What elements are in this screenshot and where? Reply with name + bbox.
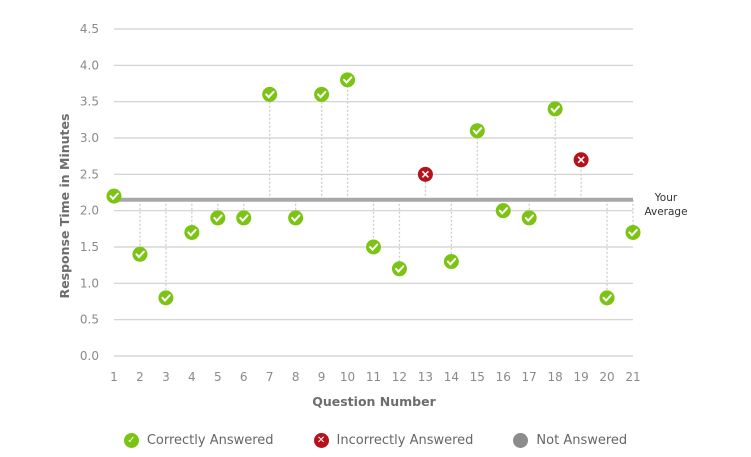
x-tick-label: 11 <box>366 370 381 384</box>
x-tick-label: 8 <box>292 370 300 384</box>
x-tick-label: 18 <box>548 370 563 384</box>
data-point-correct <box>132 246 148 262</box>
y-tick-label: 2.5 <box>80 167 99 181</box>
check-icon <box>213 214 223 223</box>
legend: ✓ Correctly Answered ✕ Incorrectly Answe… <box>0 433 751 448</box>
x-icon <box>421 170 429 178</box>
y-tick-label: 1.0 <box>80 276 99 290</box>
y-tick-label: 0.5 <box>80 313 99 327</box>
x-tick-label: 10 <box>340 370 355 384</box>
data-point-correct <box>106 188 122 204</box>
x-tick-label: 1 <box>110 370 118 384</box>
y-tick-label: 1.5 <box>80 240 99 254</box>
check-icon <box>109 192 119 201</box>
check-icon <box>161 294 171 303</box>
x-tick-label: 17 <box>522 370 537 384</box>
y-tick-label: 4.0 <box>80 58 99 72</box>
check-icon <box>317 90 327 99</box>
check-icon <box>472 127 483 135</box>
y-tick-label: 2.0 <box>80 204 99 218</box>
data-point-correct <box>314 86 330 102</box>
legend-item-not-answered: Not Answered <box>513 433 627 448</box>
data-point-correct <box>521 210 537 226</box>
circle-icon <box>513 433 529 448</box>
y-tick-label: 3.0 <box>80 131 99 145</box>
x-icon: ✕ <box>313 433 329 448</box>
x-tick-label: 15 <box>470 370 485 384</box>
x-tick-label: 14 <box>444 370 459 384</box>
data-point-correct <box>443 254 459 270</box>
check-icon <box>343 76 353 85</box>
check-icon <box>498 207 509 215</box>
x-tick-label: 6 <box>240 370 248 384</box>
x-icon <box>577 156 585 164</box>
legend-item-correct: ✓ Correctly Answered <box>123 433 274 448</box>
y-tick-label: 3.5 <box>80 95 99 109</box>
legend-item-incorrect: ✕ Incorrectly Answered <box>313 433 474 448</box>
x-tick-label: 20 <box>599 370 614 384</box>
check-icon <box>135 250 145 259</box>
x-tick-label: 5 <box>214 370 222 384</box>
data-point-correct <box>184 224 200 240</box>
x-tick-label: 7 <box>266 370 274 384</box>
check-icon <box>524 214 534 223</box>
x-tick-label: 3 <box>162 370 170 384</box>
check-icon <box>446 258 457 266</box>
check-icon <box>394 265 405 273</box>
legend-label: Not Answered <box>536 433 628 448</box>
data-point-correct <box>210 210 226 226</box>
check-icon <box>239 214 249 223</box>
check-icon <box>265 90 275 99</box>
x-tick-label: 4 <box>188 370 196 384</box>
data-point-correct <box>469 123 485 139</box>
y-tick-label: 4.5 <box>80 22 99 36</box>
x-tick-label: 19 <box>573 370 588 384</box>
check-icon <box>369 243 379 252</box>
x-tick-label: 13 <box>418 370 433 384</box>
x-tick-label: 2 <box>136 370 144 384</box>
check-icon <box>550 105 560 114</box>
y-tick-label: 0.0 <box>80 349 99 363</box>
data-point-correct <box>547 101 563 117</box>
x-tick-label: 21 <box>625 370 640 384</box>
x-tick-label: 12 <box>392 370 407 384</box>
x-axis-label: Question Number <box>312 394 436 409</box>
data-point-correct <box>236 210 252 226</box>
data-point-correct <box>340 72 356 88</box>
data-point-correct <box>158 290 174 306</box>
data-point-correct <box>288 210 304 226</box>
average-label: Average <box>644 206 687 218</box>
y-axis-label: Response Time in Minutes <box>57 114 72 299</box>
data-point-correct <box>599 290 615 306</box>
data-point-correct <box>625 224 641 240</box>
data-point-correct <box>391 261 407 277</box>
data-point-correct <box>495 203 511 219</box>
average-label: Your <box>654 192 678 204</box>
check-icon <box>187 228 197 237</box>
legend-label: Incorrectly Answered <box>336 433 474 448</box>
data-point-correct <box>262 86 278 102</box>
check-icon: ✓ <box>123 433 139 448</box>
legend-label: Correctly Answered <box>146 433 274 448</box>
check-icon <box>602 294 612 303</box>
data-point-correct <box>366 239 381 255</box>
check-icon <box>628 228 638 237</box>
check-icon <box>291 214 301 223</box>
x-tick-label: 9 <box>318 370 326 384</box>
x-tick-label: 16 <box>496 370 511 384</box>
